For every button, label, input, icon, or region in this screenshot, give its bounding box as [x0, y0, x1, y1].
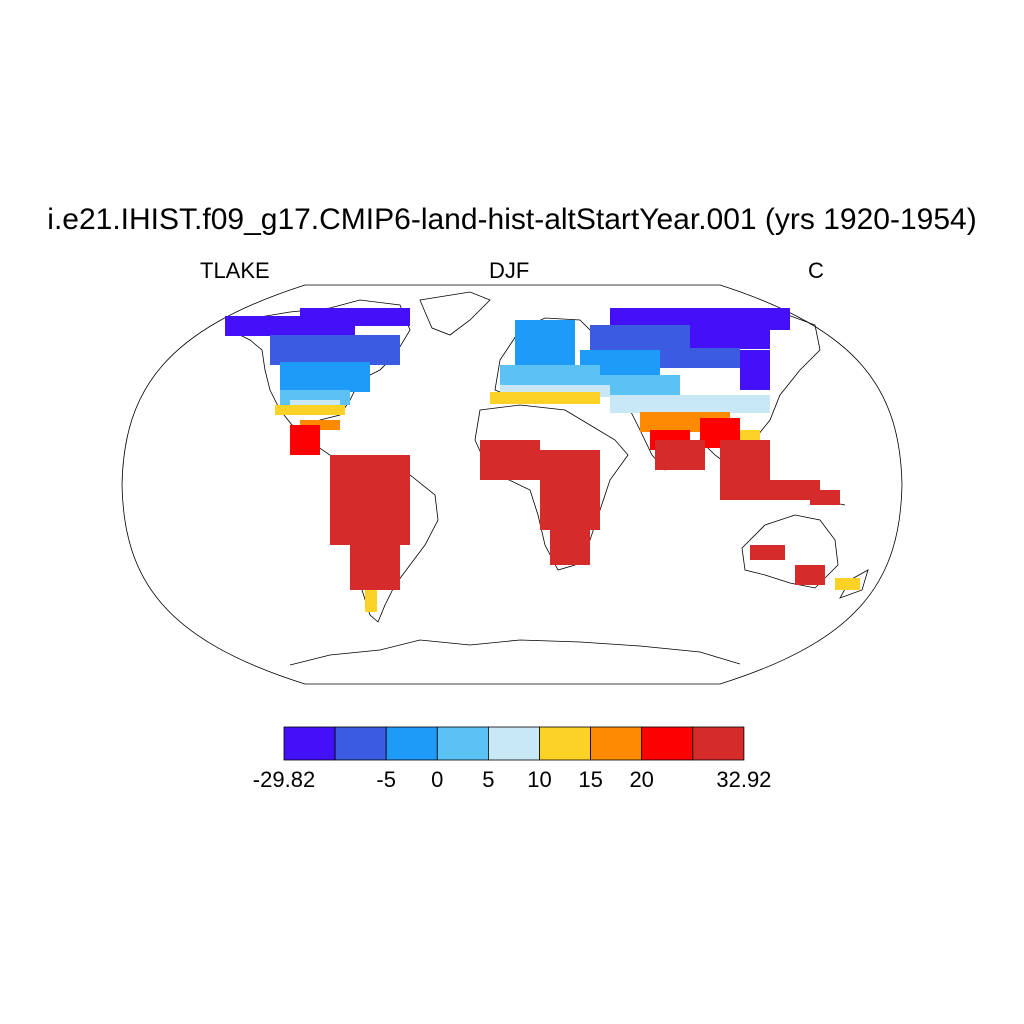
colorbar-tick-label: 15: [578, 767, 603, 792]
units-label: C: [808, 258, 824, 283]
colorbar: [283, 726, 745, 761]
colorbar-tick-label: -5: [376, 767, 396, 792]
colorbar-swatch: [487, 726, 540, 761]
season-label: DJF: [489, 258, 530, 283]
antarctica-outline: [289, 639, 741, 666]
colorbar-swatch: [436, 726, 489, 761]
colorbar-tick-label: 5: [482, 767, 495, 792]
australia-outline: [741, 514, 839, 589]
colorbar-swatch: [283, 726, 336, 761]
colorbar-tick-label: 32.92: [716, 767, 772, 792]
colorbar-tick-label: -29.82: [252, 767, 316, 792]
colorbar-swatch: [641, 726, 694, 761]
colorbar-swatch: [692, 726, 745, 761]
colorbar-tick-label: 20: [629, 767, 654, 792]
colorbar-tick-label: 10: [527, 767, 552, 792]
colorbar-swatch: [334, 726, 387, 761]
colorbar-tick-label: 0: [431, 767, 444, 792]
colorbar-swatch: [590, 726, 643, 761]
variable-label: TLAKE: [200, 258, 270, 283]
colorbar-swatch: [539, 726, 591, 761]
colorbar-swatch: [385, 726, 438, 761]
map-title: i.e21.IHIST.f09_g17.CMIP6-land-hist-altS…: [47, 203, 977, 236]
new-zealand-outline: [839, 569, 869, 599]
greenland-outline: [419, 291, 491, 336]
data-field: [225, 308, 860, 612]
